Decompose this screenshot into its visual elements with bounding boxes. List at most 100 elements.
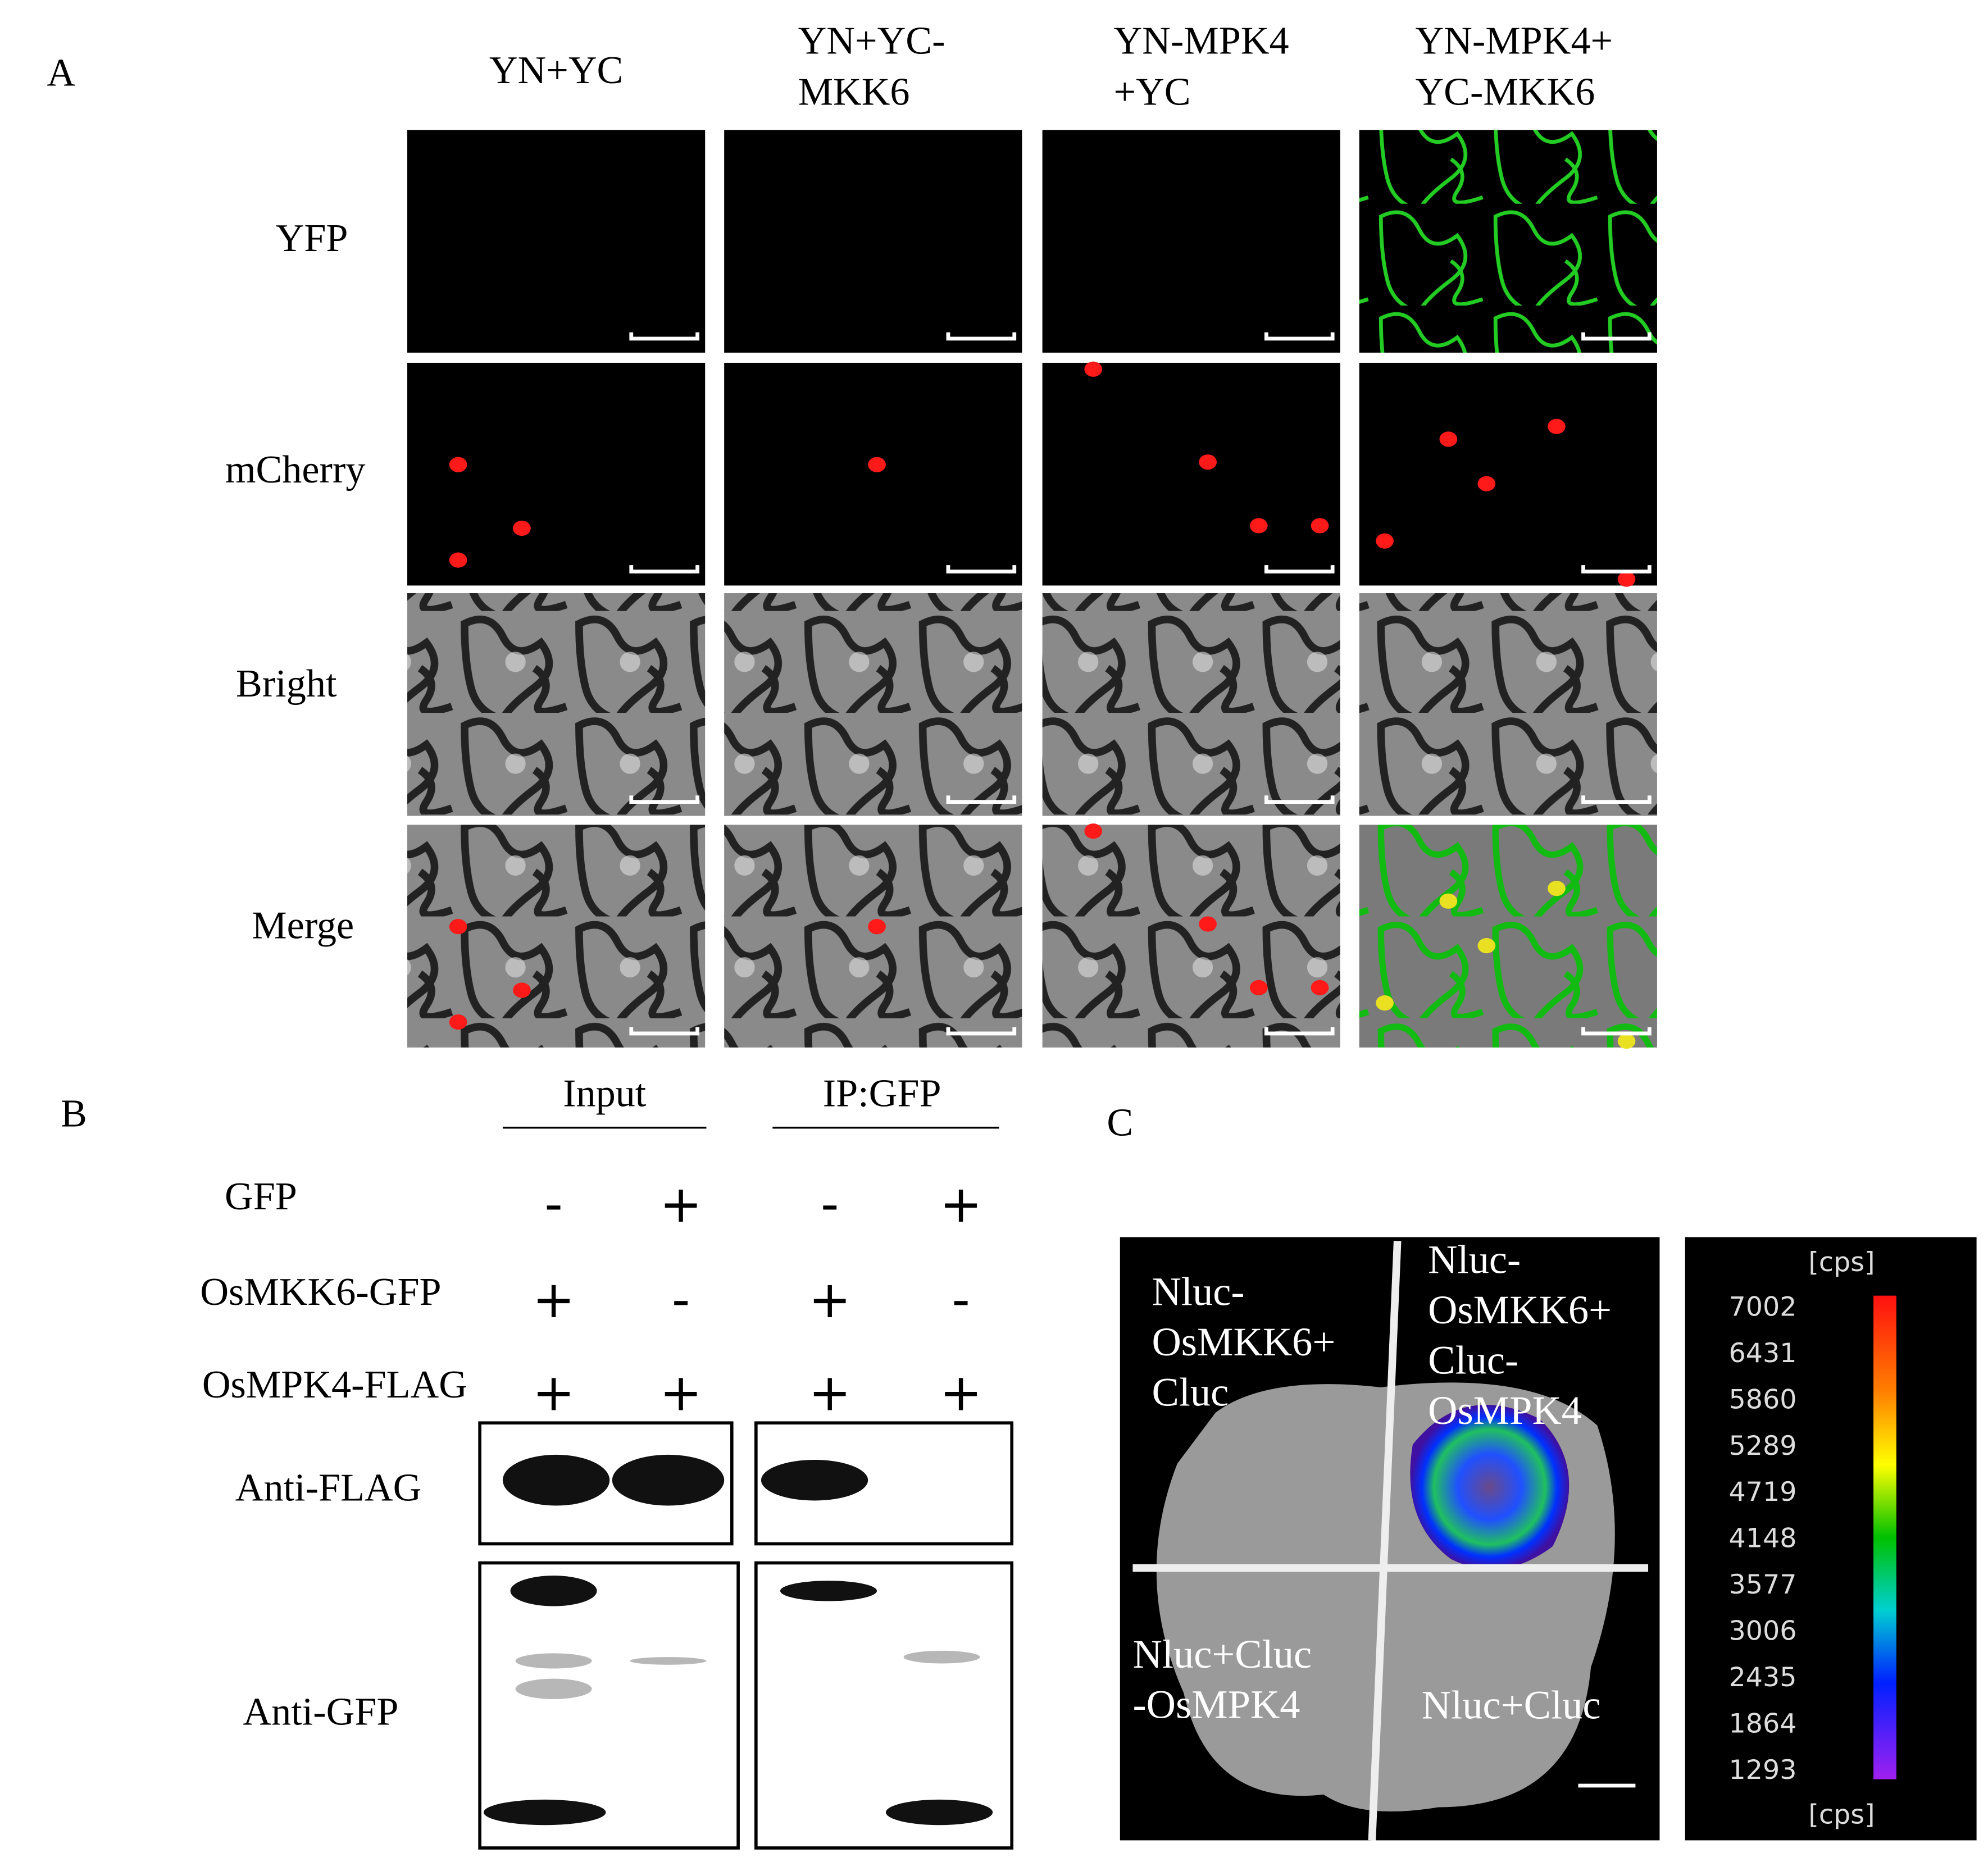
row-label: OsMKK6-GFP — [200, 1270, 441, 1314]
row-label: Merge — [252, 903, 354, 947]
nucleus — [1376, 533, 1394, 549]
panel-label: B — [61, 1092, 87, 1136]
band — [483, 1799, 606, 1826]
row-label: Bright — [236, 662, 337, 705]
band — [510, 1576, 597, 1606]
column-header: YN-MPK4 — [1113, 19, 1289, 63]
band — [780, 1581, 877, 1601]
sign: + — [940, 1364, 982, 1423]
scale-bar — [1581, 565, 1652, 573]
micrograph — [1359, 825, 1657, 1048]
nucleus — [1249, 518, 1268, 534]
nucleus — [449, 919, 467, 935]
column-header: YN-MPK4+ — [1415, 19, 1613, 63]
row-label: GFP — [225, 1175, 297, 1218]
panel-label: C — [1107, 1100, 1133, 1144]
scale-bar — [629, 1027, 699, 1036]
column-header: YC-MKK6 — [1415, 70, 1595, 113]
row-label: OsMPK4-FLAG — [202, 1363, 467, 1406]
sign: + — [659, 1364, 702, 1423]
scale-bar — [1264, 795, 1335, 804]
colorbar-tick-label: 4148 — [1728, 1523, 1796, 1554]
scale-bar — [1581, 332, 1652, 341]
band — [515, 1653, 592, 1669]
colorbar-tick-label: 6431 — [1728, 1338, 1796, 1369]
nucleus — [1311, 518, 1329, 534]
micrograph — [407, 362, 706, 586]
nucleus — [1376, 995, 1394, 1011]
micrograph — [724, 130, 1022, 353]
nucleus — [1439, 431, 1458, 447]
column-header: YN+YC — [489, 48, 624, 92]
scale-bar — [629, 332, 699, 341]
quadrant-label: Cluc — [1152, 1369, 1229, 1414]
nucleus — [513, 520, 531, 536]
nucleus — [449, 457, 467, 472]
nucleus — [1617, 571, 1636, 587]
colorbar-tick-label: 7002 — [1728, 1291, 1796, 1322]
sign: + — [808, 1364, 851, 1423]
micrograph — [1359, 362, 1657, 586]
sign: + — [533, 1271, 575, 1330]
micrograph — [1042, 825, 1340, 1048]
quadrant-label: OsMKK6+ — [1428, 1287, 1612, 1332]
nucleus — [1199, 916, 1217, 932]
row-label: YFP — [276, 216, 348, 260]
sign: + — [808, 1271, 851, 1330]
column-header: MKK6 — [798, 70, 910, 113]
scale-bar — [946, 332, 1017, 341]
sign: + — [659, 1175, 702, 1234]
panel-label: A — [47, 51, 75, 94]
sign: + — [940, 1175, 982, 1234]
scale-bar — [1264, 565, 1335, 573]
scale-bar — [946, 795, 1017, 804]
micrograph — [407, 130, 706, 353]
sign: - — [672, 1271, 690, 1330]
micrograph — [1042, 362, 1340, 586]
column-header: YN+YC- — [798, 19, 945, 63]
blot-label: Anti-GFP — [243, 1690, 398, 1733]
colorbar-unit: [cps] — [1808, 1247, 1875, 1278]
sign: - — [544, 1175, 563, 1234]
quadrant-label: Nluc+Cluc — [1422, 1682, 1601, 1728]
nucleus — [1548, 418, 1566, 434]
band — [630, 1657, 707, 1665]
scale-bar — [629, 795, 699, 804]
sign: - — [952, 1271, 970, 1330]
colorbar-tick-label: 5860 — [1728, 1384, 1796, 1415]
colorbar-unit: [cps] — [1808, 1799, 1875, 1830]
scale-bar — [946, 565, 1017, 573]
micrograph — [1042, 130, 1340, 353]
nucleus — [1548, 881, 1566, 896]
sign: + — [533, 1364, 575, 1423]
micrograph — [724, 825, 1022, 1048]
band — [885, 1799, 993, 1826]
colorbar-tick-label: 1864 — [1728, 1709, 1796, 1740]
band — [612, 1454, 725, 1506]
colorbar-panel — [1685, 1237, 1977, 1841]
micrograph — [407, 825, 706, 1048]
colorbar-tick-label: 1293 — [1728, 1755, 1796, 1786]
nucleus — [1311, 980, 1329, 995]
quadrant-label: Nluc- — [1428, 1237, 1521, 1282]
group-label: Input — [563, 1071, 647, 1115]
micrograph — [1042, 593, 1340, 816]
micrograph — [1359, 130, 1657, 353]
quadrant-label: -OsMPK4 — [1132, 1682, 1300, 1727]
quadrant-label: OsMPK4 — [1428, 1387, 1582, 1433]
scale-bar — [1264, 332, 1335, 341]
scale-bar — [1264, 1027, 1335, 1036]
micrograph — [724, 593, 1022, 816]
nucleus — [1439, 893, 1458, 909]
nucleus — [513, 982, 531, 998]
colorbar-tick-label: 5289 — [1728, 1431, 1796, 1462]
row-label: mCherry — [225, 448, 366, 491]
nucleus — [1477, 476, 1496, 491]
band — [903, 1650, 980, 1664]
colorbar — [1873, 1295, 1896, 1779]
colorbar-tick-label: 4719 — [1728, 1477, 1796, 1508]
quadrant-label: OsMKK6+ — [1152, 1319, 1335, 1364]
scale-bar — [1581, 1027, 1652, 1036]
